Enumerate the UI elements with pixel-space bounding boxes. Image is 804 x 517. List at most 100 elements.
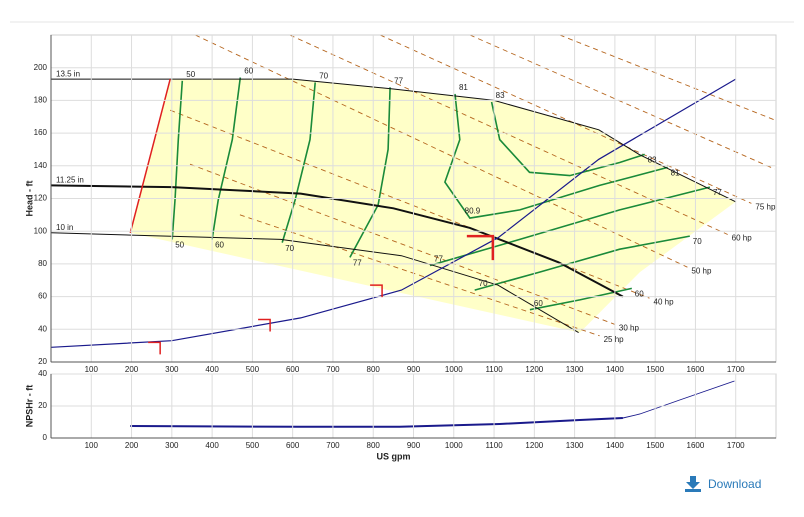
y-tick-label: 80 <box>38 259 47 268</box>
y-tick-label: 20 <box>38 357 47 366</box>
x-tick-label: 400 <box>205 365 219 374</box>
x-tick-label: 400 <box>205 441 219 450</box>
impeller-label: 10 in <box>56 223 73 232</box>
x-tick-label: 1700 <box>727 365 745 374</box>
x-axis-title: US gpm <box>376 451 410 461</box>
efficiency-label: 70 <box>693 237 702 246</box>
x-tick-label: 1500 <box>646 365 664 374</box>
efficiency-label: 50 <box>186 70 195 79</box>
y-tick-label: 20 <box>38 401 47 410</box>
chart-0: 100 200 300 400 500 600 700 800 900 1000 1100 1200 1… <box>24 34 777 374</box>
impeller-curve <box>51 78 736 203</box>
y-tick-label: 60 <box>38 292 47 301</box>
power-line <box>195 35 688 268</box>
x-tick-label: 100 <box>85 365 99 374</box>
x-tick-label: 900 <box>407 365 421 374</box>
power-label: 60 hp <box>732 234 753 243</box>
impeller-label: 13.5 in <box>56 69 80 78</box>
efficiency-label: 77 <box>353 258 362 267</box>
x-tick-label: 1200 <box>525 365 543 374</box>
x-tick-label: 1400 <box>606 365 624 374</box>
duty-point <box>466 234 495 261</box>
duty-point <box>370 284 383 298</box>
download-label[interactable]: Download <box>708 477 761 491</box>
y-axis-title: Head - ft <box>24 180 34 216</box>
efficiency-label: 77 <box>713 188 722 197</box>
power-label: 40 hp <box>654 297 675 306</box>
efficiency-label: 70 <box>319 72 328 81</box>
efficiency-label: 77 <box>394 76 403 85</box>
efficiency-label: 81 <box>671 169 680 178</box>
x-tick-label: 1100 <box>485 365 503 374</box>
efficiency-label: 83 <box>496 91 505 100</box>
npsh-curve <box>130 417 623 428</box>
power-line <box>239 214 600 337</box>
y-tick-label: 0 <box>43 433 48 442</box>
x-tick-label: 800 <box>367 365 381 374</box>
x-tick-label: 200 <box>125 365 139 374</box>
x-tick-label: 1600 <box>687 441 705 450</box>
npsh-curve <box>622 380 735 419</box>
x-tick-label: 700 <box>326 441 340 450</box>
x-tick-label: 900 <box>407 441 421 450</box>
x-tick-label: 1300 <box>566 365 584 374</box>
y-axis-title: NPSHr - ft <box>24 385 34 428</box>
efficiency-curve <box>211 77 242 240</box>
download-icon <box>685 476 701 492</box>
x-tick-label: 700 <box>326 365 340 374</box>
efficiency-label: 83 <box>648 155 657 164</box>
efficiency-label: 81 <box>459 83 468 92</box>
x-tick-label: 1000 <box>445 441 463 450</box>
y-tick-label: 140 <box>34 161 48 170</box>
operating-region <box>130 79 736 333</box>
x-tick-label: 600 <box>286 441 300 450</box>
x-tick-label: 300 <box>165 365 179 374</box>
x-tick-label: 100 <box>85 441 99 450</box>
power-label: 25 hp <box>604 335 625 344</box>
efficiency-curve <box>171 80 184 240</box>
download-button[interactable]: Download <box>685 476 761 492</box>
x-tick-label: 1000 <box>445 365 463 374</box>
power-line <box>170 109 650 299</box>
power-line <box>469 35 775 170</box>
efficiency-curve <box>444 93 668 219</box>
x-tick-label: 800 <box>367 441 381 450</box>
duty-point <box>148 341 161 355</box>
duty-point <box>258 318 271 332</box>
x-tick-label: 600 <box>286 365 300 374</box>
x-tick-label: 500 <box>246 365 260 374</box>
y-tick-label: 120 <box>34 194 48 203</box>
chart-1: 100 200 300 400 500 600 700 800 900 1000 1100 1200 1… <box>24 369 777 461</box>
y-tick-label: 180 <box>34 96 48 105</box>
efficiency-label: 70 <box>479 279 488 288</box>
y-tick-label: 100 <box>34 226 48 235</box>
y-tick-label: 200 <box>34 63 48 72</box>
x-tick-label: 1100 <box>485 441 503 450</box>
plot-area <box>130 380 735 428</box>
y-tick-label: 40 <box>38 369 47 378</box>
power-label: 50 hp <box>691 266 712 275</box>
power-label: 75 hp <box>755 203 776 212</box>
efficiency-curve <box>281 82 316 243</box>
impeller-curve <box>51 232 579 334</box>
x-tick-label: 1200 <box>525 441 543 450</box>
impeller-label: 11.25 in <box>56 176 84 185</box>
efficiency-label: 60 <box>635 290 644 299</box>
y-tick-label: 160 <box>34 128 48 137</box>
efficiency-label: 77 <box>434 255 443 264</box>
y-tick-label: 40 <box>38 324 47 333</box>
boundary-line <box>129 78 171 233</box>
power-line <box>559 35 775 121</box>
annotation: 80.9 <box>465 207 481 216</box>
x-tick-label: 1400 <box>606 441 624 450</box>
efficiency-label: 60 <box>244 67 253 76</box>
efficiency-label: 70 <box>285 244 294 253</box>
x-tick-label: 1600 <box>687 365 705 374</box>
power-label: 30 hp <box>619 324 640 333</box>
x-tick-label: 1500 <box>646 441 664 450</box>
x-tick-label: 300 <box>165 441 179 450</box>
efficiency-label: 60 <box>215 240 224 249</box>
efficiency-label: 50 <box>175 240 184 249</box>
efficiency-label: 60 <box>534 299 543 308</box>
x-tick-label: 200 <box>125 441 139 450</box>
